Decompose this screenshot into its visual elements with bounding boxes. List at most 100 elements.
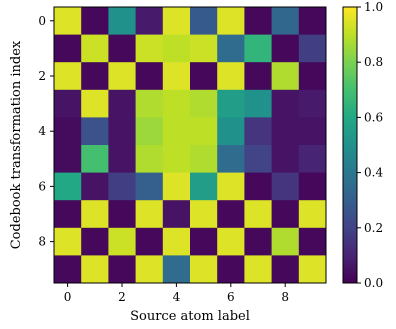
- heatmap-cell: [298, 200, 327, 229]
- heatmap-cell: [135, 34, 164, 63]
- heatmap-cell: [135, 62, 164, 91]
- x-tick-label: 2: [118, 290, 126, 304]
- y-tick-label: 8: [38, 235, 46, 249]
- colorbar-ticks: 0.0 0.2 0.4 0.6 0.8 1.0: [357, 0, 383, 290]
- heatmap-cell: [108, 200, 136, 229]
- heatmap-cell: [81, 89, 109, 118]
- heatmap-cell: [271, 62, 300, 91]
- heatmap-cell: [162, 34, 191, 63]
- heatmap-cell: [271, 200, 300, 229]
- heatmap-cell: [162, 172, 191, 201]
- y-tick-label: 6: [38, 179, 46, 193]
- heatmap-cell: [54, 172, 82, 201]
- y-tick-label: 4: [38, 124, 46, 138]
- heatmap-cell: [190, 62, 218, 91]
- heatmap-cell: [244, 89, 272, 118]
- heatmap-cell: [244, 34, 272, 63]
- heatmap-cell: [271, 117, 300, 146]
- heatmap-cell: [298, 227, 327, 256]
- heatmap-cell: [81, 255, 109, 284]
- plot-frame: [53, 6, 327, 284]
- heatmap-cell: [244, 117, 272, 146]
- heatmap-cell: [81, 172, 109, 201]
- heatmap-cell: [108, 89, 136, 118]
- y-axis-ticks: 0 2 4 6 8: [38, 14, 54, 249]
- heatmap-cell: [162, 7, 191, 35]
- y-tick-label: 0: [38, 14, 46, 28]
- heatmap-cell: [190, 200, 218, 229]
- x-tick-label: 8: [281, 290, 289, 304]
- heatmap-cell: [108, 172, 136, 201]
- heatmap-cell: [217, 227, 245, 256]
- heatmap-cell: [81, 227, 109, 256]
- heatmap-cell: [190, 172, 218, 201]
- heatmap-cell: [271, 255, 300, 284]
- heatmap-cell: [81, 34, 109, 63]
- heatmap-cell: [298, 7, 327, 35]
- heatmap-cell: [54, 145, 82, 173]
- colorbar-tick-label: 1.0: [364, 0, 383, 14]
- heatmap-cell: [81, 145, 109, 173]
- heatmap-cell: [81, 7, 109, 35]
- heatmap-cell: [244, 255, 272, 284]
- heatmap-cell: [54, 255, 82, 284]
- heatmap-cell: [217, 172, 245, 201]
- heatmap-cell: [135, 200, 164, 229]
- heatmap-cell: [162, 255, 191, 284]
- colorbar-tick-label: 0.2: [364, 221, 383, 235]
- heatmap-cell: [54, 34, 82, 63]
- heatmap-cell: [81, 117, 109, 146]
- colorbar-tick-label: 0.6: [364, 110, 383, 124]
- heatmap-cell: [108, 62, 136, 91]
- heatmap-cell: [244, 62, 272, 91]
- x-tick-label: 0: [64, 290, 72, 304]
- heatmap-cell: [298, 62, 327, 91]
- x-tick-label: 4: [173, 290, 181, 304]
- heatmap-cell: [135, 145, 164, 173]
- heatmap-cell: [190, 34, 218, 63]
- heatmap-cell: [271, 227, 300, 256]
- heatmap-cell: [244, 172, 272, 201]
- colorbar: [342, 6, 358, 284]
- heatmap-cell: [162, 227, 191, 256]
- heatmap-cell: [190, 255, 218, 284]
- heatmap-cell: [54, 200, 82, 229]
- heatmap-cell: [217, 62, 245, 91]
- heatmap-cell: [190, 117, 218, 146]
- x-axis-ticks: 0 2 4 6 8: [64, 283, 289, 304]
- heatmap-cell: [81, 62, 109, 91]
- heatmap-cell: [217, 34, 245, 63]
- heatmap-cell: [217, 200, 245, 229]
- heatmap-cell: [298, 34, 327, 63]
- colorbar-tick-label: 0.4: [364, 166, 383, 180]
- heatmap-cell: [81, 200, 109, 229]
- heatmap-cell: [190, 89, 218, 118]
- heatmap-cell: [190, 227, 218, 256]
- heatmap-cell: [298, 172, 327, 201]
- heatmap-cell: [54, 62, 82, 91]
- heatmap-cell: [135, 7, 164, 35]
- heatmap-cell: [108, 117, 136, 146]
- heatmap-cell: [135, 117, 164, 146]
- colorbar-tick-label: 0.8: [364, 55, 383, 69]
- heatmap-cell: [244, 227, 272, 256]
- heatmap-cell: [271, 172, 300, 201]
- x-tick-label: 6: [227, 290, 235, 304]
- heatmap-cell: [162, 89, 191, 118]
- heatmap-cell: [162, 62, 191, 91]
- heatmap-cell: [217, 255, 245, 284]
- heatmap-cell: [108, 7, 136, 35]
- heatmap-cell: [217, 145, 245, 173]
- heatmap-cell: [298, 89, 327, 118]
- heatmap-cell: [217, 89, 245, 118]
- heatmap-cell: [271, 7, 300, 35]
- heatmap-cell: [108, 227, 136, 256]
- heatmap-cell: [135, 255, 164, 284]
- heatmap-cell: [217, 7, 245, 35]
- heatmap-cell: [135, 227, 164, 256]
- heatmap-cell: [162, 200, 191, 229]
- colorbar-tick-label: 0.0: [364, 276, 383, 290]
- heatmap-cell: [190, 7, 218, 35]
- y-tick-label: 2: [38, 69, 46, 83]
- y-axis-label: Codebook transformation index: [9, 40, 24, 249]
